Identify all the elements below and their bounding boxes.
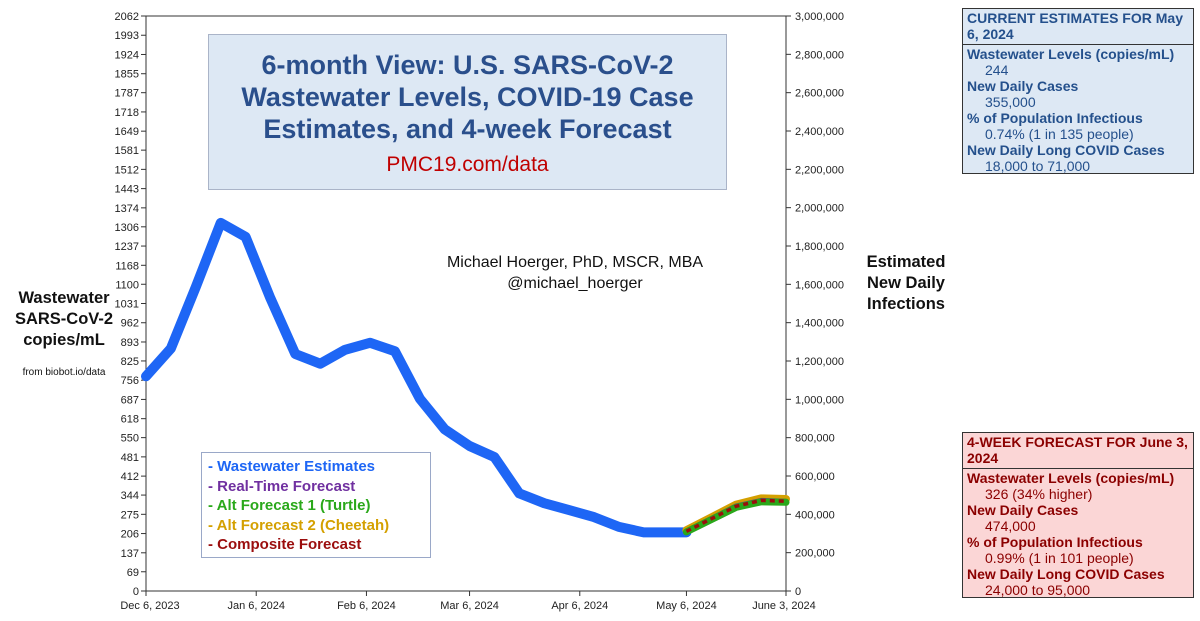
x-tick-label: Apr 6, 2024 bbox=[551, 600, 608, 612]
right-tick-label: 1,400,000 bbox=[795, 318, 844, 330]
forecast-cases-label: New Daily Cases bbox=[967, 502, 1079, 518]
legend-item-cheetah: - Alt Forecast 2 (Cheetah) bbox=[208, 516, 390, 534]
left-tick-label: 756 bbox=[121, 375, 139, 387]
x-tick-label: Feb 6, 2024 bbox=[337, 600, 396, 612]
forecast-wastewater-value: 326 (34% higher) bbox=[985, 486, 1093, 502]
right-tick-label: 600,000 bbox=[795, 471, 835, 483]
current-cases-value: 355,000 bbox=[985, 94, 1036, 110]
left-axis-source: from biobot.io/data bbox=[22, 367, 106, 378]
left-tick-label: 412 bbox=[121, 471, 139, 483]
left-tick-label: 137 bbox=[121, 548, 139, 560]
series-line-wastewater bbox=[141, 217, 692, 538]
series-layer bbox=[141, 217, 790, 538]
legend: - Wastewater Estimates - Real-Time Forec… bbox=[201, 452, 431, 558]
left-tick-label: 1100 bbox=[115, 279, 139, 291]
left-tick-label: 1512 bbox=[115, 164, 139, 176]
title-box: 6-month View: U.S. SARS-CoV-2 Wastewater… bbox=[208, 34, 727, 190]
right-axis: 0 200,000 400,000 600,000 800,000 1,000,000 1,… bbox=[786, 11, 844, 598]
left-tick-label: 2062 bbox=[115, 11, 139, 23]
left-tick-label: 687 bbox=[121, 394, 139, 406]
right-tick-label: 1,600,000 bbox=[795, 279, 844, 291]
left-tick-label: 1443 bbox=[115, 184, 139, 196]
x-tick-label: Mar 6, 2024 bbox=[440, 600, 499, 612]
x-axis: Dec 6, 2023 Jan 6, 2024 Feb 6, 2024 Mar 6, … bbox=[120, 591, 816, 612]
left-tick-label: 344 bbox=[121, 490, 139, 502]
left-tick-label: 1031 bbox=[115, 299, 139, 311]
x-tick-label: Jan 6, 2024 bbox=[227, 600, 285, 612]
left-axis: 0 69 137 206 275 344 412 481 550 618 687 756 825 893 9… bbox=[115, 11, 146, 598]
legend-item-turtle: - Alt Forecast 1 (Turtle) bbox=[208, 497, 371, 514]
left-tick-label: 618 bbox=[121, 414, 139, 426]
left-tick-label: 1237 bbox=[115, 241, 139, 253]
forecast-infectious-label: % of Population Infectious bbox=[967, 534, 1143, 550]
forecast-infectious-value: 0.99% (1 in 101 people) bbox=[985, 550, 1134, 566]
series-line-composite bbox=[685, 498, 787, 533]
left-tick-label: 481 bbox=[121, 452, 139, 464]
right-tick-label: 0 bbox=[795, 586, 801, 598]
author-name: Michael Hoerger, PhD, MSCR, MBA bbox=[446, 254, 704, 271]
right-tick-label: 1,000,000 bbox=[795, 394, 844, 406]
left-tick-label: 275 bbox=[121, 509, 139, 521]
left-tick-label: 69 bbox=[127, 567, 139, 579]
left-axis-title: Wastewater SARS-CoV-2 copies/mL bbox=[14, 289, 114, 349]
author-handle: @michael_hoerger bbox=[507, 275, 643, 292]
right-tick-label: 2,600,000 bbox=[795, 88, 844, 100]
left-tick-label: 1374 bbox=[115, 203, 139, 215]
left-tick-label: 1581 bbox=[115, 145, 139, 157]
right-tick-label: 800,000 bbox=[795, 433, 835, 445]
current-longcovid-label: New Daily Long COVID Cases bbox=[967, 142, 1165, 158]
left-tick-label: 1718 bbox=[115, 107, 139, 119]
x-tick-label: May 6, 2024 bbox=[656, 600, 717, 612]
legend-item-composite: - Composite Forecast bbox=[208, 536, 362, 553]
left-tick-label: 1306 bbox=[115, 222, 139, 234]
left-tick-label: 1993 bbox=[115, 30, 139, 42]
x-tick-label: June 3, 2024 bbox=[752, 600, 816, 612]
left-tick-label: 1787 bbox=[115, 88, 139, 100]
right-tick-label: 2,200,000 bbox=[795, 164, 844, 176]
forecast-header: 4-WEEK FORECAST FOR June 3, 2024 bbox=[963, 433, 1193, 469]
left-tick-label: 893 bbox=[121, 337, 139, 349]
right-tick-label: 400,000 bbox=[795, 509, 835, 521]
left-tick-label: 1168 bbox=[115, 260, 139, 272]
left-tick-label: 550 bbox=[121, 433, 139, 445]
left-tick-label: 1855 bbox=[115, 69, 139, 81]
current-estimates-panel: CURRENT ESTIMATES FOR May 6, 2024 Wastew… bbox=[962, 8, 1194, 174]
legend-item-realtime: - Real-Time Forecast bbox=[208, 477, 356, 495]
right-tick-label: 3,000,000 bbox=[795, 11, 844, 23]
left-tick-label: 962 bbox=[121, 318, 139, 330]
current-wastewater-value: 244 bbox=[985, 62, 1009, 78]
author-credit: Michael Hoerger, PhD, MSCR, MBA @michael… bbox=[420, 252, 730, 294]
right-tick-label: 2,000,000 bbox=[795, 203, 844, 215]
right-tick-label: 1,200,000 bbox=[795, 356, 844, 368]
current-longcovid-value: 18,000 to 71,000 bbox=[985, 158, 1091, 174]
chart-title: 6-month View: U.S. SARS-CoV-2 Wastewater… bbox=[241, 50, 694, 144]
left-tick-label: 1649 bbox=[115, 126, 139, 138]
right-axis-title: Estimated New Daily Infections bbox=[866, 253, 946, 313]
current-infectious-value: 0.74% (1 in 135 people) bbox=[985, 126, 1134, 142]
forecast-longcovid-value: 24,000 to 95,000 bbox=[985, 582, 1091, 598]
right-tick-label: 1,800,000 bbox=[795, 241, 844, 253]
left-tick-label: 206 bbox=[121, 529, 139, 541]
right-tick-label: 200,000 bbox=[795, 548, 835, 560]
right-tick-label: 2,800,000 bbox=[795, 49, 844, 61]
left-tick-label: 825 bbox=[121, 356, 139, 368]
x-tick-label: Dec 6, 2023 bbox=[120, 600, 179, 612]
title-url: PMC19.com/data bbox=[386, 153, 549, 176]
legend-item-wastewater: - Wastewater Estimates bbox=[208, 458, 376, 475]
left-tick-label: 0 bbox=[133, 586, 139, 598]
right-tick-label: 2,400,000 bbox=[795, 126, 844, 138]
forecast-wastewater-label: Wastewater Levels (copies/mL) bbox=[967, 470, 1175, 486]
left-tick-label: 1924 bbox=[115, 49, 139, 61]
forecast-longcovid-label: New Daily Long COVID Cases bbox=[967, 566, 1165, 582]
forecast-panel: 4-WEEK FORECAST FOR June 3, 2024 Wastewa… bbox=[962, 432, 1194, 598]
current-wastewater-label: Wastewater Levels (copies/mL) bbox=[967, 46, 1175, 62]
forecast-cases-value: 474,000 bbox=[985, 518, 1036, 534]
current-estimates-header: CURRENT ESTIMATES FOR May 6, 2024 bbox=[963, 9, 1193, 45]
current-cases-label: New Daily Cases bbox=[967, 78, 1079, 94]
current-infectious-label: % of Population Infectious bbox=[967, 110, 1143, 126]
